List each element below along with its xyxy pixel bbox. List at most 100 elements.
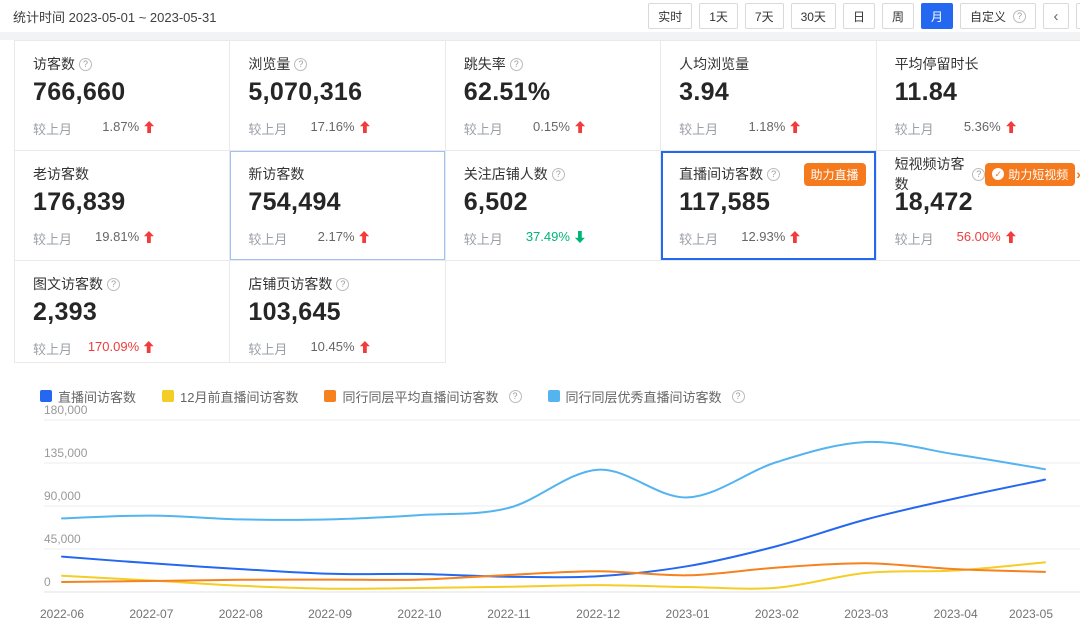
booster-badge[interactable]: ✓ 助力短视频: [985, 162, 1076, 186]
compare-label: 较上月: [248, 342, 288, 357]
compare-label: 较上月: [248, 122, 288, 137]
chart-legend-item-同行同层优秀直播间访客数[interactable]: 同行同层优秀直播间访客数?: [547, 387, 745, 406]
card-value: 18,472: [894, 188, 973, 216]
time-filter-button-日[interactable]: 日: [842, 3, 875, 29]
time-filter-button-1天[interactable]: 1天: [699, 3, 738, 29]
card-label: 短视频访客数: [894, 156, 965, 192]
up-arrow-icon: [359, 340, 370, 353]
up-arrow-icon: [1005, 120, 1016, 133]
metric-card-浏览量[interactable]: 浏览量? 5,070,316 较上月 17.16%: [230, 41, 446, 151]
chart-legend-item-直播间访客数[interactable]: 直播间访客数: [40, 387, 136, 406]
time-filter-button-30天[interactable]: 30天: [790, 3, 836, 29]
metric-card-老访客数[interactable]: 老访客数 176,839 较上月 19.81%: [15, 151, 231, 261]
chart-legend-item-12月前直播间访客数[interactable]: 12月前直播间访客数: [162, 387, 298, 406]
delta-group: 170.09%: [88, 339, 155, 354]
help-icon[interactable]: ?: [294, 57, 308, 71]
legend-label: 同行同层平均直播间访客数: [342, 389, 499, 405]
card-label: 平均停留时长: [894, 56, 979, 72]
delta-value: 37.49%: [525, 229, 570, 244]
y-axis-label: 135,000: [44, 446, 88, 460]
card-value: 117,585: [679, 188, 771, 216]
delta-group: 19.81%: [95, 229, 155, 244]
compare-label: 较上月: [463, 232, 503, 247]
separator-band: [0, 32, 1080, 40]
metric-card-关注店铺人数[interactable]: 关注店铺人数? 6,502 较上月 37.49%: [445, 151, 662, 261]
delta-group: 2.17%: [318, 229, 370, 244]
card-label: 直播间访客数: [679, 166, 764, 182]
time-filter-button-月[interactable]: 月: [920, 3, 953, 29]
metric-cards-grid: 访客数? 766,660 较上月 1.87% 浏览量? 5,070,316 较上月 17.16…: [14, 40, 1080, 363]
help-icon[interactable]: ?: [508, 389, 522, 403]
empty-cell: [876, 261, 1080, 363]
chart-legend-item-同行同层平均直播间访客数[interactable]: 同行同层平均直播间访客数?: [324, 387, 522, 406]
prev-page-button[interactable]: ‹: [1043, 3, 1069, 29]
visitor-trend-chart[interactable]: 0 45,000 90,000 135,000 180,000 2022-06 2022-0…: [0, 403, 1080, 632]
help-icon[interactable]: ?: [79, 57, 92, 71]
metric-card-图文访客数[interactable]: 图文访客数? 2,393 较上月 170.09%: [15, 261, 231, 363]
shield-check-icon: ✓: [992, 168, 1005, 180]
delta-value: 2.17%: [317, 229, 355, 244]
up-arrow-icon: [144, 120, 155, 133]
trend-chart-svg: 0 45,000 90,000 135,000 180,000 2022-06 2022-0…: [40, 403, 1080, 621]
x-axis-label: 2022-06: [40, 607, 84, 621]
delta-group: 17.16%: [310, 119, 370, 134]
metric-card-人均浏览量[interactable]: 人均浏览量 3.94 较上月 1.18%: [661, 41, 877, 151]
help-icon[interactable]: ?: [731, 389, 745, 403]
help-icon[interactable]: ?: [107, 277, 120, 291]
up-arrow-icon: [790, 230, 801, 243]
legend-label: 12月前直播间访客数: [180, 389, 299, 405]
help-icon[interactable]: ?: [551, 167, 565, 181]
help-icon[interactable]: ?: [1013, 9, 1026, 23]
next-page-button[interactable]: ›: [1076, 3, 1080, 29]
delta-group: 10.45%: [310, 339, 370, 354]
compare-label: 较上月: [894, 122, 934, 137]
delta-value: 0.15%: [533, 119, 570, 134]
compare-label: 较上月: [33, 232, 73, 247]
metric-card-新访客数[interactable]: 新访客数 754,494 较上月 2.17%: [230, 151, 446, 261]
help-icon[interactable]: ?: [336, 277, 350, 291]
delta-value: 5.36%: [963, 119, 1001, 134]
chevron-right-icon[interactable]: ›: [1076, 166, 1080, 182]
series-line-同行同层优秀直播间访客数: [61, 440, 1046, 521]
help-icon[interactable]: ?: [509, 57, 523, 71]
card-label: 人均浏览量: [679, 56, 750, 72]
help-icon[interactable]: ?: [767, 167, 781, 181]
legend-label: 同行同层优秀直播间访客数: [565, 389, 722, 405]
metric-card-访客数[interactable]: 访客数? 766,660 较上月 1.87%: [15, 41, 231, 151]
series-line-12月前直播间访客数: [61, 561, 1046, 590]
metric-card-店铺页访客数[interactable]: 店铺页访客数? 103,645 较上月 10.45%: [230, 261, 446, 363]
down-arrow-icon: [574, 230, 585, 243]
time-filter-button-7天[interactable]: 7天: [744, 3, 784, 29]
legend-label: 直播间访客数: [58, 389, 137, 405]
x-axis-label: 2022-11: [487, 607, 530, 621]
time-filter-button-实时[interactable]: 实时: [648, 3, 693, 29]
compare-label: 较上月: [248, 232, 288, 247]
card-label: 浏览量: [248, 56, 291, 72]
metric-card-平均停留时长[interactable]: 平均停留时长 11.84 较上月 5.36%: [876, 41, 1080, 151]
delta-group: 1.18%: [748, 119, 801, 134]
badge-label: 助力短视频: [1008, 167, 1069, 182]
compare-label: 较上月: [463, 122, 503, 137]
card-label: 访客数: [33, 56, 75, 72]
card-value: 5,070,316: [248, 78, 363, 106]
compare-label: 较上月: [894, 232, 934, 247]
compare-label: 较上月: [679, 232, 719, 247]
metric-card-跳失率[interactable]: 跳失率? 62.51% 较上月 0.15%: [445, 41, 662, 151]
legend-swatch: [547, 390, 560, 402]
empty-cell: [661, 261, 877, 363]
x-axis-label: 2022-07: [129, 607, 173, 621]
help-icon[interactable]: ?: [972, 167, 986, 181]
delta-group: 12.93%: [741, 229, 801, 244]
y-axis-label: 45,000: [44, 532, 81, 546]
metric-card-直播间访客数[interactable]: 直播间访客数? 助力直播 117,585 较上月 12.93%: [661, 151, 877, 261]
booster-badge[interactable]: 助力直播: [803, 162, 866, 186]
x-axis-label: 2022-10: [397, 607, 441, 621]
time-filter-button-周[interactable]: 周: [881, 3, 914, 29]
card-label: 老访客数: [33, 166, 89, 182]
delta-group: 0.15%: [533, 119, 585, 134]
card-value: 2,393: [33, 298, 98, 326]
series-line-直播间访客数: [61, 478, 1046, 579]
custom-range-button[interactable]: 自定义?: [959, 3, 1036, 29]
